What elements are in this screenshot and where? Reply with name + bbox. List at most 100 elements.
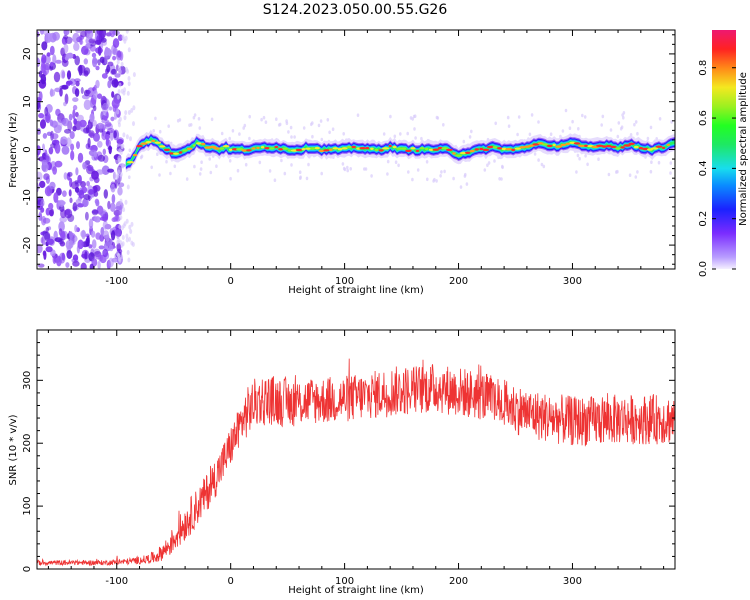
x-tick-label: 200 [449,576,468,587]
halo-speck [578,156,581,161]
spectrogram-ylabel: Frequency (Hz) [8,112,19,188]
ridge-peak [159,145,166,148]
ridge-peak [647,148,653,151]
noise-speck [125,134,129,140]
noise-speck [37,171,43,182]
noise-speck [122,223,126,229]
ridge-peak [474,148,479,151]
ridge-peak [359,147,367,150]
noise-speck [111,217,117,223]
noise-speck [49,61,54,67]
y-tick-label: 100 [22,497,33,516]
ridge-peak [638,147,643,150]
noise-speck [77,174,82,184]
ridge-peak [323,149,330,152]
noise-speck [66,250,73,259]
noise-speck [72,109,76,120]
ridge-peak [666,143,670,147]
halo-speck [649,169,653,174]
noise-speck [63,30,68,37]
noise-speck [74,88,80,97]
noise-speck [93,191,99,197]
noise-speck [102,148,107,155]
noise-speck [130,221,134,227]
noise-speck [98,245,105,250]
noise-speck [80,230,87,238]
noise-speck [55,59,62,64]
noise-speck [103,189,109,199]
noise-speck [43,250,47,260]
halo-speck [386,172,389,176]
noise-speck [68,113,73,121]
ridge-peak [486,145,494,149]
noise-speck [57,199,65,207]
noise-speck [85,211,89,221]
noise-speck [112,171,116,180]
noise-speck [107,61,114,67]
noise-speck [72,32,80,44]
noise-speck [95,39,102,45]
noise-speck [56,255,62,267]
halo-speck [586,162,589,167]
noise-speck [132,72,136,78]
ridge-peak [501,147,507,151]
ridge-peak [351,145,356,149]
noise-speck [45,246,53,253]
noise-speck [39,30,45,35]
noise-speck [132,121,135,127]
ridge-peak [514,147,521,150]
ridge-peak [511,148,516,152]
halo-speck [542,164,546,169]
halo-speck [464,172,467,177]
ridge-peak [505,148,513,151]
noise-speck [55,108,61,117]
noise-speck [86,180,90,187]
noise-speck [102,248,109,258]
halo-speck [140,154,144,159]
noise-speck [87,137,91,148]
noise-speck [59,85,67,90]
ridge-peak [201,142,206,146]
halo-speck [346,165,349,170]
noise-speck [42,143,45,152]
y-tick-label: 200 [22,434,33,453]
noise-speck [112,38,120,49]
halo-speck [658,117,662,121]
noise-speck [104,55,108,65]
noise-speck [101,165,110,175]
noise-speck [97,260,101,269]
noise-speck [100,37,107,43]
noise-speck [115,64,119,71]
halo-speck [302,126,306,130]
noise-speck [37,128,41,135]
ridge-peak [169,152,174,155]
noise-speck [83,58,89,65]
halo-speck [248,136,251,141]
noise-speck [89,45,96,52]
noise-speck [109,202,116,212]
noise-speck [97,45,102,56]
noise-speck [125,218,129,224]
halo-speck [228,159,232,163]
halo-speck [236,168,240,173]
halo-speck [260,117,263,122]
noise-speck [86,235,90,244]
noise-speck [75,198,82,205]
noise-speck [37,31,40,38]
halo-speck [305,176,309,181]
halo-speck [210,117,214,122]
halo-speck [193,164,196,169]
halo-speck [128,175,131,179]
noise-speck [97,154,106,162]
halo-speck [435,115,439,120]
noise-speck [118,224,122,230]
noise-speck [83,99,92,111]
colorbar-tick-label: 0.8 [698,60,709,76]
figure-title: S124.2023.050.00.55.G26 [263,2,448,18]
noise-speck [120,242,124,248]
halo-speck [416,168,420,172]
noise-speck [65,262,70,268]
noise-speck [83,194,91,200]
y-tick-label: 20 [22,48,33,61]
halo-speck [506,115,510,120]
